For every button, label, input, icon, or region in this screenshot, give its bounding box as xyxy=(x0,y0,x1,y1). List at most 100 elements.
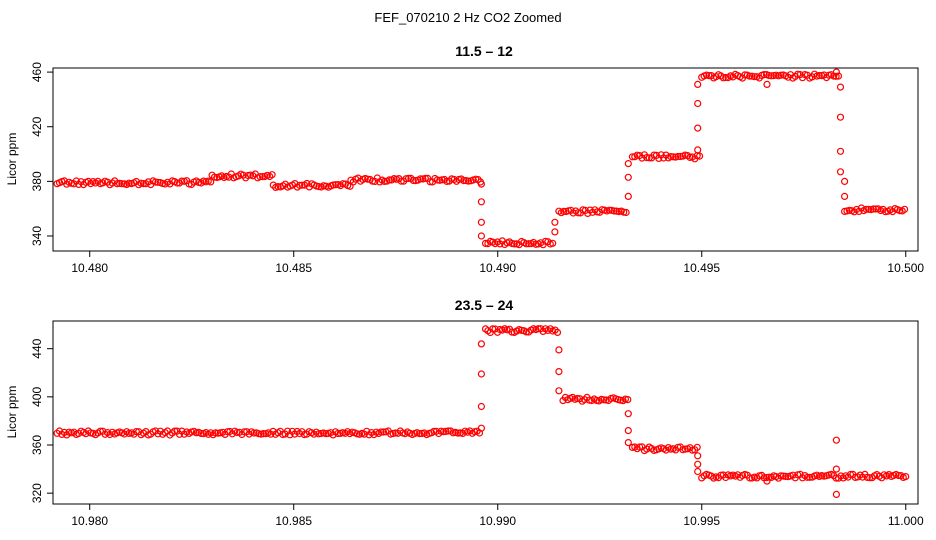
data-point xyxy=(643,154,651,162)
data-point xyxy=(522,240,530,248)
data-point xyxy=(681,445,689,453)
data-point xyxy=(258,173,267,181)
data-point xyxy=(477,370,485,378)
data-point xyxy=(332,181,340,189)
data-point xyxy=(777,472,785,480)
data-point xyxy=(560,207,568,215)
data-point xyxy=(605,206,613,214)
data-point xyxy=(836,168,845,176)
data-point xyxy=(551,228,559,236)
data-point xyxy=(329,181,337,189)
data-point xyxy=(741,71,749,79)
data-point xyxy=(777,71,785,79)
top-y-tick-label: 420 xyxy=(30,116,44,136)
data-point xyxy=(207,178,215,186)
data-point xyxy=(549,239,557,247)
data-point xyxy=(840,177,849,185)
data-point xyxy=(460,177,468,185)
bottom-y-tick-label: 360 xyxy=(30,435,44,455)
bottom-y-axis-label: Licor ppm xyxy=(5,386,19,439)
data-point xyxy=(477,198,485,206)
data-point xyxy=(214,429,222,437)
top-x-tick-label: 10.480 xyxy=(71,261,108,275)
data-point xyxy=(532,240,540,248)
data-point xyxy=(438,176,446,184)
data-point xyxy=(259,430,268,438)
data-point xyxy=(624,439,632,447)
data-point xyxy=(782,472,790,480)
bottom-x-tick-label: 10.995 xyxy=(683,514,720,528)
data-point xyxy=(118,180,126,188)
data-point xyxy=(139,180,148,188)
data-point xyxy=(113,180,121,188)
top-y-tick-label: 340 xyxy=(30,226,44,246)
data-point xyxy=(836,113,845,121)
data-point xyxy=(211,429,220,437)
top-y-axis: 340 380 420 460 xyxy=(30,62,53,246)
bottom-x-tick-label: 10.990 xyxy=(479,514,516,528)
bottom-x-tick-label: 11.000 xyxy=(888,514,924,528)
top-y-tick-label: 380 xyxy=(30,171,44,191)
bottom-data-points xyxy=(53,325,910,498)
data-point xyxy=(694,452,702,460)
data-point xyxy=(379,428,388,436)
data-point xyxy=(477,340,485,348)
data-point xyxy=(763,477,771,485)
data-point xyxy=(477,218,485,226)
data-point xyxy=(695,152,704,160)
data-point xyxy=(635,443,644,451)
data-point xyxy=(555,387,563,395)
data-point xyxy=(600,396,608,404)
data-point xyxy=(676,152,685,161)
data-point xyxy=(322,430,330,438)
data-point xyxy=(298,181,306,189)
data-point xyxy=(694,460,702,468)
data-point xyxy=(836,147,845,155)
data-point xyxy=(840,192,849,200)
top-x-tick-label: 10.495 xyxy=(683,261,720,275)
data-point xyxy=(806,473,814,481)
data-point xyxy=(585,396,594,404)
top-x-tick-label: 10.485 xyxy=(275,261,312,275)
bottom-x-axis: 10.980 10.985 10.990 10.995 11.000 xyxy=(71,504,924,528)
data-point xyxy=(864,205,873,213)
data-point xyxy=(750,73,759,81)
data-point xyxy=(862,205,870,213)
top-x-tick-label: 10.500 xyxy=(887,261,924,275)
data-point xyxy=(439,428,448,436)
bottom-y-tick-label: 440 xyxy=(30,338,44,358)
data-point xyxy=(256,173,264,181)
data-point xyxy=(624,173,632,181)
top-panel-title: 11.5 – 12 xyxy=(455,43,513,59)
data-point xyxy=(624,427,632,435)
data-point xyxy=(760,70,768,79)
data-point xyxy=(421,174,429,182)
top-x-axis: 10.480 10.485 10.490 10.495 10.500 xyxy=(71,251,924,275)
bottom-y-tick-label: 400 xyxy=(30,387,44,407)
data-point xyxy=(765,71,773,80)
data-point xyxy=(477,402,485,411)
data-point xyxy=(694,124,702,132)
data-point xyxy=(368,177,377,185)
data-point xyxy=(767,72,775,80)
data-point xyxy=(555,346,563,354)
data-point xyxy=(477,232,485,240)
data-point xyxy=(624,410,632,418)
data-point xyxy=(477,180,485,188)
data-point xyxy=(489,325,497,333)
data-point xyxy=(779,472,787,480)
data-point xyxy=(409,176,417,185)
data-point xyxy=(667,153,675,161)
data-point xyxy=(553,328,562,336)
data-point xyxy=(415,430,424,438)
data-point xyxy=(693,443,701,451)
data-point xyxy=(426,178,434,186)
bottom-panel-title: 23.5 – 24 xyxy=(455,297,514,313)
data-point xyxy=(832,436,841,444)
data-point xyxy=(454,429,462,437)
data-point xyxy=(385,176,393,184)
data-point xyxy=(900,205,909,213)
data-point xyxy=(416,175,425,183)
data-point xyxy=(803,473,811,481)
